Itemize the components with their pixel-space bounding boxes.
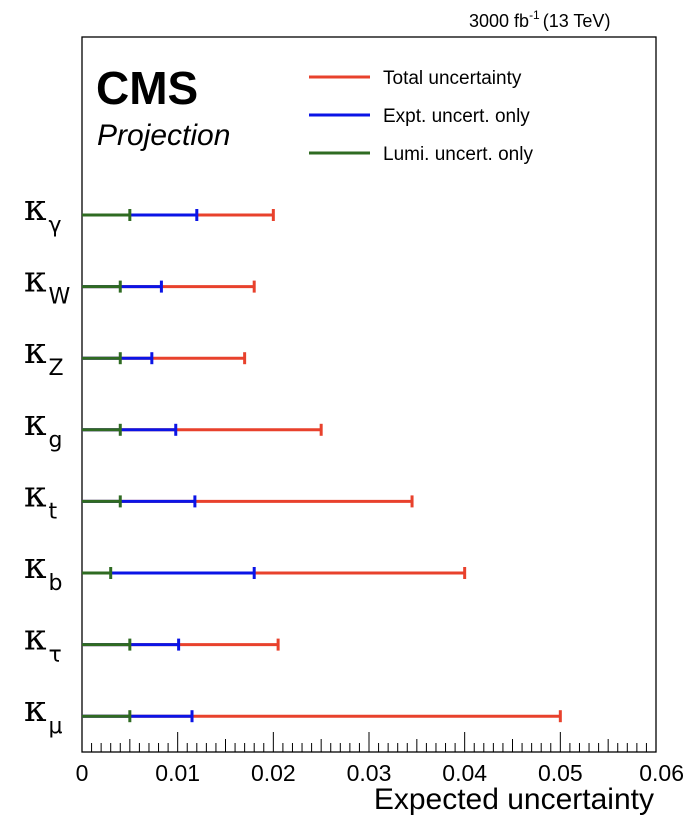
coupling-subscript: μ (49, 714, 63, 739)
kappa-symbol: κ (24, 474, 47, 515)
kappa-symbol: κ (24, 331, 47, 372)
coupling-subscript: b (49, 571, 63, 596)
category-label: κW (24, 260, 71, 310)
x-tick-label: 0.03 (347, 760, 392, 786)
category-label: κμ (24, 689, 63, 739)
legend-label: Expt. uncert. only (383, 106, 530, 127)
category-label: κt (24, 474, 58, 524)
coupling-subscript: γ (49, 213, 62, 238)
coupling-subscript: g (49, 428, 63, 453)
bars (82, 209, 562, 723)
luminosity-label: 3000 fb-1 (13 TeV) (469, 8, 610, 31)
kappa-symbol: κ (24, 546, 47, 587)
x-tick-label: 0.04 (442, 760, 487, 786)
x-axis: 0 0.01 0.02 0.03 0.04 0.05 0.06 (76, 732, 684, 786)
category-label: κb (24, 546, 62, 596)
category-label: κγ (24, 188, 62, 238)
legend-label: Lumi. uncert. only (383, 144, 533, 165)
coupling-subscript: τ (49, 643, 62, 668)
legend-label: Total uncertainty (383, 68, 522, 89)
cms-logo: CMS (96, 62, 198, 114)
kappa-symbol: κ (24, 403, 47, 444)
x-tick-label: 0.06 (639, 760, 684, 786)
x-tick-label: 0.02 (251, 760, 296, 786)
category-label: κg (24, 403, 62, 453)
x-tick-label: 0 (76, 760, 89, 786)
kappa-symbol: κ (24, 260, 47, 301)
coupling-subscript: t (49, 499, 58, 524)
kappa-symbol: κ (24, 689, 47, 730)
x-tick-label: 0.01 (155, 760, 200, 786)
coupling-subscript: W (49, 285, 71, 310)
category-label: κZ (24, 331, 64, 381)
x-axis-title: Expected uncertainty (374, 783, 654, 816)
legend: Total uncertainty Expt. uncert. only Lumi.… (309, 68, 533, 165)
cms-projection-label: Projection (97, 119, 230, 152)
x-tick-label: 0.05 (538, 760, 583, 786)
luminosity-exponent: -1 (529, 8, 540, 22)
coupling-subscript: Z (49, 356, 64, 381)
kappa-symbol: κ (24, 188, 47, 229)
category-label: κτ (24, 618, 62, 668)
energy-label: (13 TeV) (543, 11, 611, 31)
luminosity-value: 3000 fb (469, 11, 529, 31)
kappa-symbol: κ (24, 618, 47, 659)
